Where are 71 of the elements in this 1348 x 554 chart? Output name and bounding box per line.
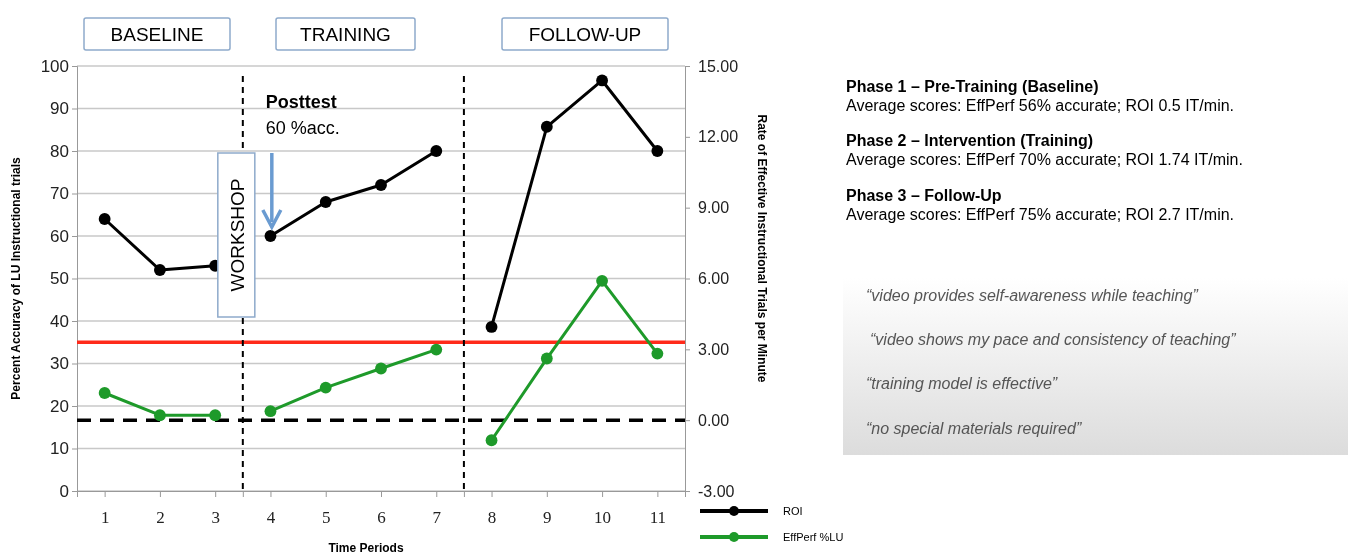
x-tick-label: 8	[487, 508, 497, 528]
x-tick-label: 9	[543, 508, 552, 528]
text: BASELINE	[110, 24, 204, 45]
text: “no special materials required”	[866, 420, 1082, 437]
annotation: WORKSHOP	[226, 178, 248, 292]
x-tick-label: 3	[211, 508, 220, 528]
x-tick-label: 6	[377, 508, 386, 528]
y2-tick-label: 6.00	[698, 270, 730, 288]
text: EffPerf %LU	[783, 531, 844, 543]
x-tick-label: 7	[432, 508, 442, 528]
point	[209, 409, 222, 422]
annotation: 60 %acc.	[265, 118, 340, 138]
text: Phase 3 – Follow-Up	[846, 187, 1002, 204]
y2-tick-label: 0.00	[698, 411, 730, 429]
y-tick-label: 20	[50, 396, 69, 416]
text: Average scores: EffPerf 75% accurate; ROI 2.7 IT/min.	[846, 206, 1235, 223]
y-tick-label: 0	[59, 481, 69, 501]
x-tick-label: 4	[266, 508, 276, 528]
text: Average scores: EffPerf 70% accurate; ROI 1.74 IT/min.	[846, 151, 1243, 168]
y-tick-label: 100	[40, 56, 69, 76]
x-tick-label: 5	[321, 508, 331, 528]
point	[264, 230, 277, 242]
text: Average scores: EffPerf 56% accurate; ROI 0.5 IT/min.	[846, 97, 1235, 114]
text: Phase 1 – Pre-Training (Baseline)	[846, 78, 1099, 95]
text: “video shows my pace and consistency of teaching”	[870, 331, 1237, 348]
point	[319, 196, 332, 208]
y-tick-label: 80	[50, 141, 69, 161]
y-tick-label: 40	[50, 311, 69, 331]
y2-tick-label: 12.00	[698, 128, 739, 146]
y2-tick-label: 15.00	[698, 57, 739, 75]
point	[153, 409, 166, 422]
y-tick-label: 50	[50, 269, 69, 289]
point	[540, 352, 553, 365]
point	[98, 213, 111, 225]
x-axis-title: Time Periods	[328, 541, 404, 554]
point	[485, 434, 498, 447]
y-tick-label: 30	[50, 354, 69, 374]
x-tick-label: 10	[594, 508, 612, 528]
point	[596, 74, 609, 87]
text: TRAINING	[300, 24, 391, 45]
point	[651, 145, 664, 157]
point	[375, 179, 387, 191]
y-tick-label: 90	[50, 99, 69, 119]
annotation: Posttest	[265, 92, 337, 112]
x-tick-label: 1	[100, 508, 110, 528]
text: FOLLOW-UP	[528, 24, 642, 45]
point	[540, 120, 553, 133]
point	[264, 405, 277, 418]
y-axis-title: Percent Accuracy of LU Instructional trials	[9, 157, 23, 400]
point	[375, 362, 387, 375]
point	[596, 274, 609, 287]
y2-axis-title: Rate of Effective Instructional Trials per Minute	[755, 114, 769, 383]
y-tick-label: 60	[50, 226, 69, 246]
point	[430, 145, 443, 157]
point	[485, 321, 498, 333]
y-tick-label: 70	[50, 184, 69, 204]
point	[153, 264, 166, 276]
point	[98, 387, 111, 399]
x-tick-label: 2	[156, 508, 165, 528]
text: Phase 2 – Intervention (Training)	[846, 132, 1094, 149]
text: “training model is effective”	[866, 375, 1058, 392]
point	[651, 347, 664, 360]
x-tick-label: 11	[649, 508, 667, 528]
y2-tick-label: -3.00	[698, 482, 735, 500]
y-tick-label: 10	[50, 439, 69, 459]
y2-tick-label: 3.00	[698, 340, 730, 358]
point	[430, 343, 443, 356]
point	[319, 381, 332, 394]
y2-tick-label: 9.00	[698, 199, 730, 217]
text: “video provides self-awareness while teaching”	[866, 287, 1199, 304]
text: ROI	[783, 505, 803, 517]
